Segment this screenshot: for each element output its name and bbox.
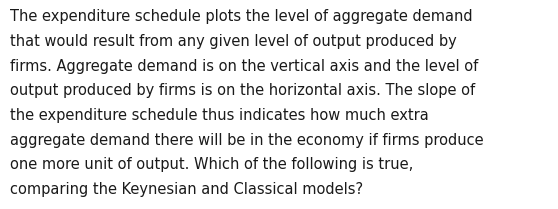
Text: the expenditure schedule thus indicates how much extra: the expenditure schedule thus indicates … [10,108,429,123]
Text: comparing the Keynesian and Classical models?: comparing the Keynesian and Classical mo… [10,182,363,197]
Text: aggregate demand there will be in the economy if firms produce: aggregate demand there will be in the ec… [10,133,484,148]
Text: firms. Aggregate demand is on the vertical axis and the level of: firms. Aggregate demand is on the vertic… [10,59,478,74]
Text: The expenditure schedule plots the level of aggregate demand: The expenditure schedule plots the level… [10,9,473,24]
Text: that would result from any given level of output produced by: that would result from any given level o… [10,34,457,49]
Text: one more unit of output. Which of the following is true,: one more unit of output. Which of the fo… [10,157,413,172]
Text: output produced by firms is on the horizontal axis. The slope of: output produced by firms is on the horiz… [10,83,475,98]
